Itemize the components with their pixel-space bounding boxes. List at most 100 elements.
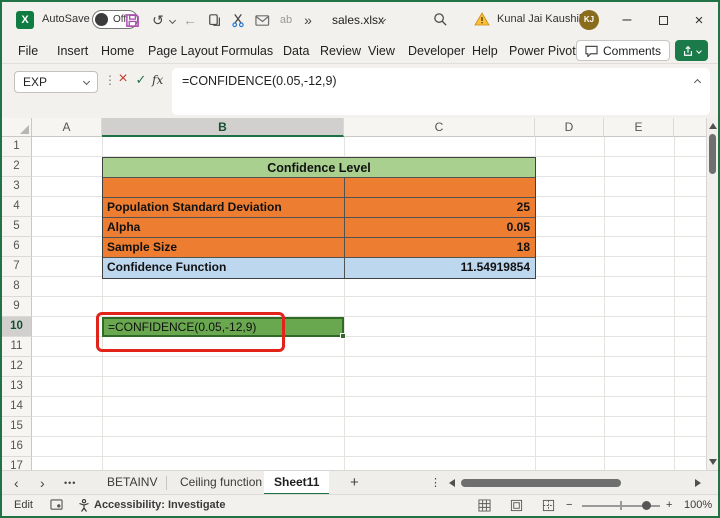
excel-app-icon[interactable]: X	[16, 11, 34, 29]
row-header-2[interactable]: 2	[2, 157, 32, 177]
row-header-10[interactable]: 10	[2, 317, 32, 337]
zoom-level[interactable]: 100%	[684, 499, 713, 511]
row-header-1[interactable]: 1	[2, 137, 32, 157]
tab-help[interactable]: Help	[472, 44, 498, 58]
horizontal-scrollbar[interactable]	[447, 478, 703, 488]
row-header-11[interactable]: 11	[2, 337, 32, 357]
undo-dropdown-icon[interactable]	[168, 16, 177, 25]
table-empty-row[interactable]	[103, 178, 535, 198]
user-name[interactable]: Kunal Jai Kaushik	[497, 13, 585, 25]
scroll-left-icon[interactable]	[449, 479, 455, 487]
spreadsheet-grid[interactable]: A B C D E 1 2 3 4 5 6 7 8 9 10 11 12 13 …	[2, 118, 707, 470]
sheet-tab-ceiling-function[interactable]: Ceiling function	[180, 475, 263, 489]
table-title-row[interactable]: Confidence Level	[103, 158, 535, 178]
comments-button[interactable]: Comments	[575, 40, 670, 61]
scroll-up-icon[interactable]	[709, 123, 717, 129]
fill-handle[interactable]	[340, 333, 346, 339]
row-header-9[interactable]: 9	[2, 297, 32, 317]
formula-input[interactable]: =CONFIDENCE(0.05,-12,9)	[172, 68, 710, 115]
row-header-16[interactable]: 16	[2, 437, 32, 457]
tab-review[interactable]: Review	[320, 44, 361, 58]
row-header-5[interactable]: 5	[2, 217, 32, 237]
row-header-14[interactable]: 14	[2, 397, 32, 417]
more-commands-icon[interactable]: »	[304, 12, 312, 28]
table-row[interactable]: Alpha 0.05	[103, 218, 535, 238]
sheet-tab-betainv[interactable]: BETAINV	[107, 475, 158, 489]
row-header-3[interactable]: 3	[2, 177, 32, 197]
select-all-corner[interactable]	[2, 118, 32, 137]
table-title: Confidence Level	[267, 160, 371, 175]
status-bar: Edit Accessibility: Investigate − + 100%	[2, 494, 718, 516]
tab-view[interactable]: View	[368, 44, 395, 58]
column-header-e[interactable]: E	[604, 118, 674, 137]
row-header-4[interactable]: 4	[2, 197, 32, 217]
column-header-c[interactable]: C	[344, 118, 535, 137]
tab-data[interactable]: Data	[283, 44, 310, 58]
formula-bar-separator: ⋮	[104, 73, 116, 87]
tab-page-layout[interactable]: Page Layout	[148, 44, 219, 58]
maximize-button[interactable]	[652, 10, 674, 30]
table-row[interactable]: Population Standard Deviation 25	[103, 198, 535, 218]
sheet-overflow-icon[interactable]: •••	[64, 478, 77, 488]
email-icon[interactable]	[252, 10, 272, 30]
normal-view-icon[interactable]	[478, 499, 491, 512]
accessibility-icon	[78, 499, 90, 512]
zoom-slider-handle[interactable]	[642, 501, 651, 510]
row-header-13[interactable]: 13	[2, 377, 32, 397]
insert-function-button[interactable]: fx	[152, 73, 164, 87]
zoom-in-button[interactable]: +	[666, 499, 673, 511]
horizontal-scroll-thumb[interactable]	[461, 479, 621, 487]
close-button[interactable]: ×	[694, 11, 704, 29]
scroll-down-icon[interactable]	[709, 459, 717, 465]
name-box[interactable]: EXP	[14, 71, 98, 93]
page-layout-view-icon[interactable]	[510, 499, 523, 512]
column-header-a[interactable]: A	[32, 118, 102, 137]
row-header-7[interactable]: 7	[2, 257, 32, 277]
macro-record-icon[interactable]	[50, 499, 63, 511]
document-title[interactable]: sales.xlsx	[332, 13, 385, 27]
page-break-view-icon[interactable]	[542, 499, 555, 512]
tab-insert[interactable]: Insert	[57, 44, 89, 58]
namebox-dropdown-icon[interactable]	[82, 77, 91, 86]
next-sheet-icon[interactable]: ›	[40, 475, 45, 491]
sheet-tab-sheet11[interactable]: Sheet11	[264, 471, 330, 495]
tab-formulas[interactable]: Formulas	[221, 44, 274, 58]
tab-home[interactable]: Home	[101, 44, 135, 58]
collapse-formula-bar-icon[interactable]	[693, 78, 702, 87]
row-header-15[interactable]: 15	[2, 417, 32, 437]
comments-icon	[585, 45, 598, 57]
row-header-17[interactable]: 17	[2, 457, 32, 470]
save-icon[interactable]	[122, 10, 142, 30]
confidence-table[interactable]: Confidence Level Population Standard Dev…	[102, 157, 536, 279]
tab-file[interactable]: File	[18, 44, 39, 58]
tab-power-pivot[interactable]: Power Pivot	[509, 44, 576, 58]
accessibility-status[interactable]: Accessibility: Investigate	[94, 499, 226, 511]
cancel-entry-button[interactable]: ×	[118, 70, 128, 87]
share-button[interactable]	[675, 40, 708, 61]
prev-sheet-icon[interactable]: ‹	[14, 475, 19, 491]
table-row[interactable]: Confidence Function 11.54919854	[103, 258, 535, 278]
cut-icon[interactable]	[228, 10, 248, 30]
add-sheet-button[interactable]: +	[350, 474, 359, 491]
row-header-12[interactable]: 12	[2, 357, 32, 377]
table-row[interactable]: Sample Size 18	[103, 238, 535, 258]
row-value: 0.05	[506, 220, 530, 234]
undo-icon[interactable]: ↺	[152, 11, 164, 28]
vertical-scrollbar[interactable]	[706, 118, 718, 470]
enter-entry-button[interactable]: ✓	[135, 72, 147, 87]
copy-icon[interactable]	[205, 10, 225, 30]
minimize-button[interactable]: –	[622, 11, 632, 28]
avatar[interactable]: KJ	[579, 10, 599, 30]
tab-developer[interactable]: Developer	[408, 44, 465, 58]
row-header-8[interactable]: 8	[2, 277, 32, 297]
comments-label: Comments	[602, 43, 661, 58]
column-header-d[interactable]: D	[535, 118, 604, 137]
row-label: Population Standard Deviation	[103, 198, 345, 217]
search-icon[interactable]	[430, 9, 450, 29]
zoom-out-button[interactable]: −	[566, 499, 573, 511]
scroll-right-icon[interactable]	[695, 479, 701, 487]
column-header-b[interactable]: B	[102, 118, 344, 137]
warning-icon[interactable]	[472, 9, 492, 29]
vertical-scroll-thumb[interactable]	[709, 134, 716, 174]
row-header-6[interactable]: 6	[2, 237, 32, 257]
